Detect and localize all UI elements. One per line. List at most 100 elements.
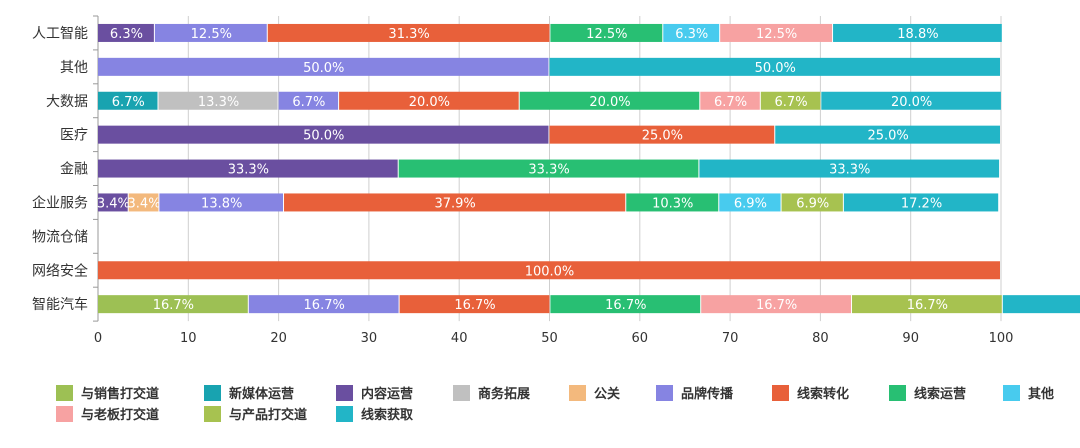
data-label: 13.8% bbox=[201, 196, 242, 211]
bar-segment bbox=[701, 295, 852, 314]
legend-swatch bbox=[56, 385, 73, 401]
bar-segment bbox=[1002, 295, 1080, 314]
data-label: 16.7% bbox=[153, 298, 194, 313]
bar-segment bbox=[699, 159, 1000, 178]
data-label: 6.7% bbox=[112, 95, 145, 110]
x-tick-label: 70 bbox=[722, 331, 739, 346]
bar-segment bbox=[98, 23, 154, 42]
legend-swatch bbox=[453, 385, 470, 401]
data-label: 50.0% bbox=[303, 129, 344, 144]
legend-swatch bbox=[569, 385, 586, 401]
data-label: 12.5% bbox=[586, 27, 627, 42]
data-label: 17.2% bbox=[901, 196, 942, 211]
data-label: 3.4% bbox=[128, 196, 161, 211]
legend-label: 内容运营 bbox=[361, 386, 413, 402]
legend-label: 线索转化 bbox=[797, 386, 849, 402]
legend-label: 其他 bbox=[1028, 386, 1054, 402]
bar-segment bbox=[398, 159, 699, 178]
category-label: 智能汽车 bbox=[32, 296, 88, 313]
data-label: 100.0% bbox=[525, 264, 575, 279]
data-label: 16.7% bbox=[605, 298, 646, 313]
legend-swatch bbox=[336, 385, 353, 401]
legend-swatch bbox=[336, 406, 353, 422]
bar-segment bbox=[519, 91, 700, 110]
category-label: 大数据 bbox=[46, 94, 88, 110]
x-tick-label: 0 bbox=[94, 331, 102, 346]
bar-segment bbox=[158, 91, 278, 110]
bar-segment bbox=[549, 57, 1000, 76]
bar-segment bbox=[278, 91, 339, 110]
category-label: 其他 bbox=[60, 60, 88, 76]
data-label: 6.9% bbox=[796, 196, 829, 211]
data-label: 33.3% bbox=[829, 163, 870, 178]
data-label: 12.5% bbox=[191, 27, 232, 42]
legend-swatch bbox=[204, 406, 221, 422]
x-tick-label: 90 bbox=[902, 331, 919, 346]
data-label: 6.7% bbox=[714, 95, 747, 110]
bar-segment bbox=[700, 91, 760, 110]
data-label: 13.3% bbox=[198, 95, 239, 110]
category-label: 物流仓储 bbox=[32, 229, 88, 245]
bar-segment bbox=[154, 23, 267, 42]
data-label: 33.3% bbox=[228, 163, 269, 178]
bar-segment bbox=[248, 295, 399, 314]
bar-segment bbox=[399, 295, 550, 314]
x-tick-label: 80 bbox=[812, 331, 829, 346]
data-label: 50.0% bbox=[755, 61, 796, 76]
bar-segment bbox=[267, 23, 550, 42]
data-label: 16.7% bbox=[304, 298, 345, 313]
data-label: 20.0% bbox=[589, 95, 630, 110]
data-label: 6.3% bbox=[110, 27, 143, 42]
x-tick-label: 60 bbox=[632, 331, 649, 346]
data-label: 50.0% bbox=[303, 61, 344, 76]
category-label: 医疗 bbox=[60, 128, 88, 144]
x-tick-label: 30 bbox=[361, 331, 378, 346]
data-label: 6.7% bbox=[775, 95, 808, 110]
legend-label: 商务拓展 bbox=[478, 386, 531, 402]
legend-label: 线索获取 bbox=[361, 407, 414, 423]
x-tick-label: 10 bbox=[180, 331, 197, 346]
bar-segment bbox=[626, 193, 719, 212]
legend-label: 新媒体运营 bbox=[229, 386, 294, 402]
bar-segment bbox=[98, 91, 158, 110]
data-label: 37.9% bbox=[434, 196, 475, 211]
legend-label: 与产品打交道 bbox=[229, 407, 307, 423]
legend-label: 与老板打交道 bbox=[81, 407, 159, 423]
bar-segment bbox=[760, 91, 821, 110]
data-label: 31.3% bbox=[388, 27, 429, 42]
bar-segment bbox=[550, 295, 701, 314]
bar-segment bbox=[719, 193, 781, 212]
x-tick-label: 40 bbox=[451, 331, 468, 346]
bar-segment bbox=[550, 23, 663, 42]
data-label: 16.7% bbox=[454, 298, 495, 313]
legend-swatch bbox=[656, 385, 673, 401]
bar-segment bbox=[821, 91, 1001, 110]
bar-segment bbox=[781, 193, 843, 212]
x-tick-label: 100 bbox=[989, 331, 1014, 346]
data-label: 3.4% bbox=[97, 196, 130, 211]
data-label: 25.0% bbox=[867, 129, 908, 144]
legend-label: 公关 bbox=[594, 386, 620, 402]
data-label: 6.9% bbox=[734, 196, 767, 211]
bar-segment bbox=[663, 23, 720, 42]
bar-segment bbox=[159, 193, 284, 212]
data-label: 12.5% bbox=[756, 27, 797, 42]
legend-label: 与销售打交道 bbox=[81, 386, 159, 402]
legend-label: 品牌传播 bbox=[681, 386, 734, 402]
data-label: 16.7% bbox=[907, 298, 948, 313]
data-label: 20.0% bbox=[409, 95, 450, 110]
bar-segment bbox=[339, 91, 519, 110]
bar-segment bbox=[720, 23, 833, 42]
data-label: 18.8% bbox=[897, 27, 938, 42]
x-tick-label: 50 bbox=[541, 331, 558, 346]
data-label: 20.0% bbox=[891, 95, 932, 110]
legend-label: 线索运营 bbox=[914, 386, 966, 402]
legend-swatch bbox=[889, 385, 906, 401]
bar-segment bbox=[98, 159, 398, 178]
legend-swatch bbox=[56, 406, 73, 422]
category-label: 人工智能 bbox=[32, 26, 88, 42]
bar-segment bbox=[284, 193, 626, 212]
bar-segment bbox=[98, 57, 549, 76]
